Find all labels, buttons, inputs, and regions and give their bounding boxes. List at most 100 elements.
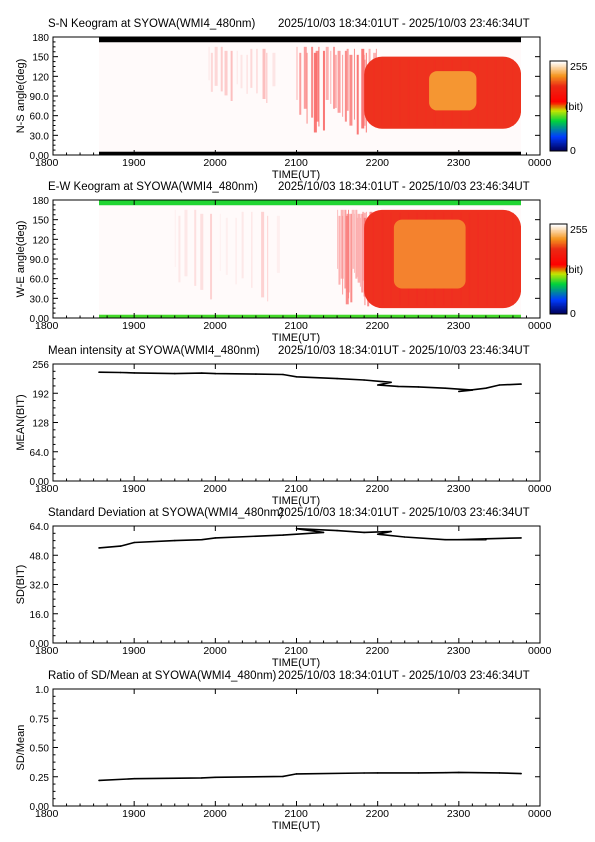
y-tick-label: 60.0 bbox=[30, 275, 50, 286]
colorbar-max-label: 255 bbox=[570, 224, 588, 236]
colorbar-step bbox=[550, 236, 567, 239]
keogram-streak bbox=[337, 50, 341, 113]
y-tick-label: 30.0 bbox=[30, 294, 50, 305]
x-tick-label: 1900 bbox=[122, 157, 146, 169]
colorbar-step bbox=[550, 257, 567, 260]
series-point bbox=[255, 373, 257, 375]
y-tick-label: 1.0 bbox=[35, 685, 49, 696]
colorbar-step bbox=[550, 247, 567, 250]
keogram-streak bbox=[303, 46, 307, 109]
colorbar-step bbox=[550, 300, 567, 304]
colorbar-step bbox=[550, 66, 567, 69]
panel-title: Ratio of SD/Mean at SYOWA(WMI4_480nm) bbox=[48, 670, 277, 682]
series-point bbox=[98, 371, 100, 374]
keogram-streak bbox=[364, 59, 366, 126]
keogram-streak bbox=[372, 59, 375, 126]
colorbar-step bbox=[550, 128, 567, 131]
colorbar: 255 0 (bit) bbox=[549, 60, 588, 157]
keogram-streak bbox=[342, 215, 344, 295]
colorbar-step bbox=[550, 140, 567, 143]
keogram-streak bbox=[372, 212, 375, 306]
series-point bbox=[485, 387, 487, 390]
y-axis-label: SD(BIT) bbox=[15, 565, 27, 605]
x-tick-label: 2000 bbox=[203, 808, 227, 820]
colorbar-step bbox=[550, 226, 567, 229]
x-tick-label: 1900 bbox=[122, 483, 146, 495]
series-point bbox=[390, 530, 393, 533]
y-tick-label: 0.25 bbox=[30, 773, 50, 784]
x-tick-label: 0000 bbox=[528, 645, 552, 657]
series-point bbox=[520, 537, 522, 539]
colorbar-step bbox=[550, 299, 567, 302]
x-tick-label: 2000 bbox=[203, 645, 227, 657]
colorbar-step bbox=[550, 293, 567, 297]
colorbar-step bbox=[550, 137, 567, 141]
keogram-streak bbox=[325, 46, 329, 100]
series-point bbox=[397, 385, 399, 388]
colorbar-step bbox=[550, 123, 567, 127]
colorbar-step bbox=[550, 76, 567, 79]
series-point bbox=[336, 529, 338, 532]
x-axis-label: TIME(UT) bbox=[272, 169, 320, 181]
colorbar-step bbox=[550, 284, 567, 287]
series-point bbox=[458, 771, 460, 774]
series-point bbox=[498, 772, 501, 774]
colorbar-step bbox=[550, 112, 567, 115]
series-point bbox=[295, 376, 298, 378]
keogram-streak bbox=[351, 209, 355, 269]
y-tick-label: 30.0 bbox=[30, 131, 50, 142]
colorbar-step bbox=[550, 310, 567, 313]
keogram-streak bbox=[355, 209, 358, 279]
x-tick-label: 1900 bbox=[122, 808, 146, 820]
y-tick-label: 150 bbox=[32, 53, 49, 64]
x-tick-label: 2000 bbox=[203, 157, 227, 169]
colorbar-step bbox=[550, 268, 567, 271]
keogram-streak bbox=[416, 59, 418, 126]
series-point bbox=[444, 771, 447, 774]
colorbar-step bbox=[550, 105, 567, 108]
colorbar-step bbox=[550, 98, 567, 101]
panel-time-range: 2025/10/03 18:34:01UT - 2025/10/03 23:46… bbox=[278, 18, 530, 30]
keogram-streak bbox=[407, 59, 410, 126]
colorbar-step bbox=[550, 223, 567, 226]
series-point bbox=[119, 371, 122, 374]
series-point bbox=[336, 377, 338, 380]
colorbar-step bbox=[550, 84, 567, 87]
colorbar-step bbox=[550, 229, 567, 232]
colorbar-step bbox=[550, 114, 567, 117]
series-point bbox=[403, 536, 406, 538]
colorbar-step bbox=[550, 143, 567, 146]
keogram-streak bbox=[345, 215, 349, 305]
keogram-streak bbox=[210, 52, 213, 92]
colorbar-step bbox=[550, 115, 567, 118]
series-point bbox=[174, 539, 176, 542]
keogram-streak bbox=[356, 54, 359, 135]
plot-frame bbox=[52, 688, 541, 807]
colorbar-step bbox=[550, 132, 567, 135]
colorbar-step bbox=[550, 260, 567, 263]
colorbar-step bbox=[550, 255, 567, 259]
series-point bbox=[444, 538, 447, 541]
colorbar-step bbox=[550, 78, 567, 82]
series-point bbox=[520, 383, 522, 385]
colorbar-step bbox=[550, 233, 567, 236]
x-axis-label: TIME(UT) bbox=[272, 820, 320, 832]
x-axis-label: TIME(UT) bbox=[272, 495, 320, 507]
colorbar-step bbox=[550, 133, 567, 136]
series-point bbox=[295, 773, 298, 775]
x-tick-label: 2300 bbox=[447, 483, 471, 495]
y-tick-label: 90.0 bbox=[30, 255, 50, 266]
colorbar-step bbox=[550, 63, 567, 66]
x-tick-label: 2100 bbox=[285, 320, 309, 332]
series-point bbox=[376, 384, 379, 386]
keogram-core bbox=[393, 219, 466, 289]
keogram-image bbox=[98, 200, 522, 318]
colorbar-step bbox=[550, 109, 567, 113]
colorbar-step bbox=[550, 130, 567, 134]
keogram-streak bbox=[503, 212, 506, 306]
keogram-streak bbox=[342, 54, 344, 117]
keogram-streak bbox=[350, 213, 353, 303]
colorbar-step bbox=[550, 69, 567, 72]
y-axis-label: MEAN(BIT) bbox=[15, 394, 27, 450]
keogram-streak bbox=[235, 217, 237, 285]
